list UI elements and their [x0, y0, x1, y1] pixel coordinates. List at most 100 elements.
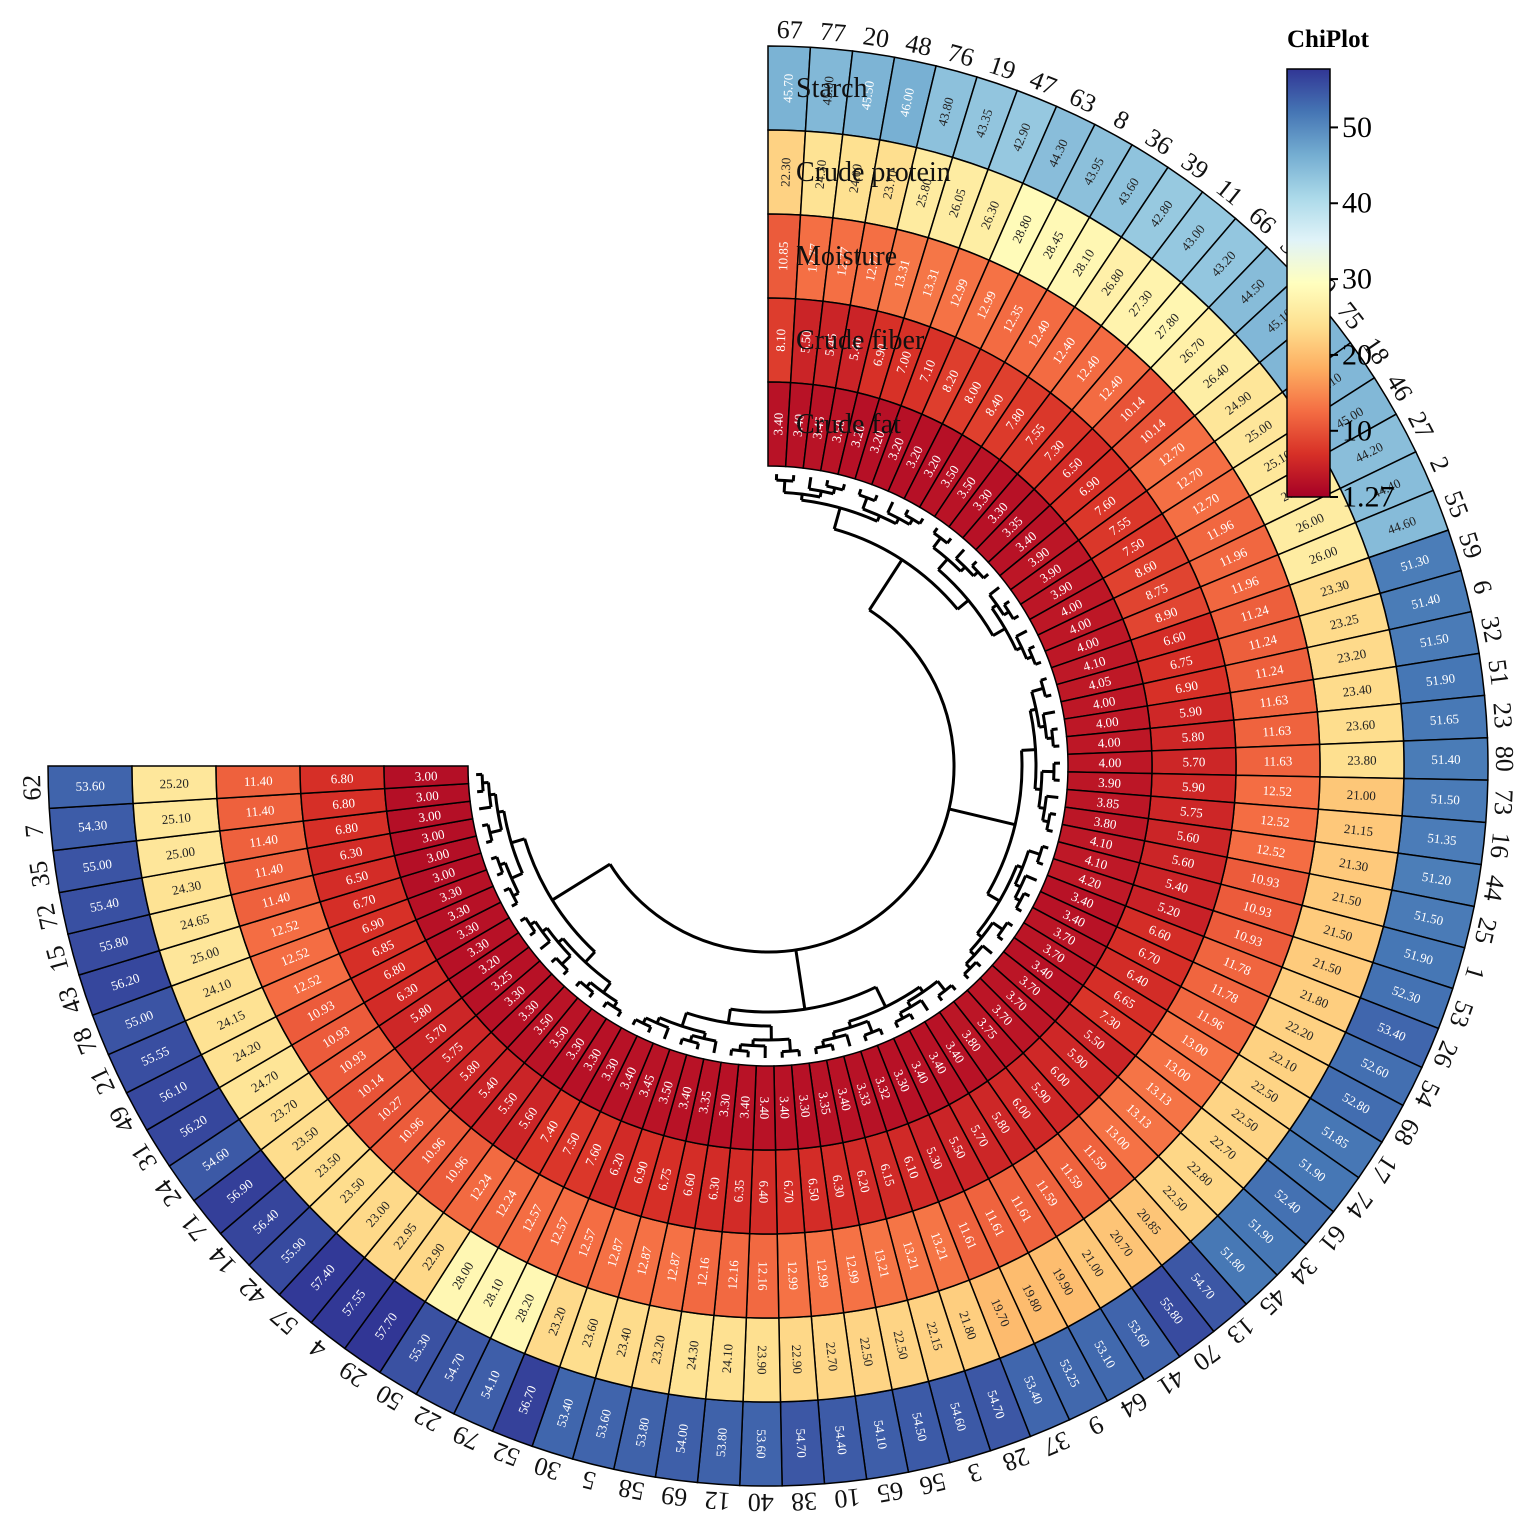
dendrogram-branch — [906, 979, 947, 1008]
dendrogram-branch — [780, 1048, 801, 1058]
dendrogram-branch — [774, 474, 796, 483]
dendrogram-branch — [641, 1016, 670, 1040]
cell-value-label: 23.40 — [1342, 681, 1373, 700]
cell-value-label: 12.87 — [633, 1244, 655, 1277]
dendrogram-trunk — [948, 807, 1016, 827]
cell-value-label: 5.20 — [1156, 899, 1182, 921]
cell-value-label: 12.99 — [843, 1253, 863, 1284]
cell-value-label: 53.60 — [592, 1408, 614, 1440]
cell-value-label: 3.33 — [854, 1081, 875, 1107]
cell-value-label: 51.40 — [1431, 752, 1460, 767]
sample-label: 30 — [531, 1451, 564, 1486]
cell-value-label: 6.50 — [344, 867, 370, 887]
sample-label: 62 — [17, 774, 47, 801]
dendrogram-branch — [1039, 677, 1052, 698]
sample-label: 8 — [1109, 104, 1134, 136]
track-ring: 8.10 5.50 5.45 5.40 6.90 7.00 7.10 8.208.008.40… — [299, 297, 1237, 1235]
dendrogram-branch — [1050, 727, 1060, 748]
cell-value-label: 6.90 — [1174, 678, 1199, 697]
cell-value-label: 3.40 — [675, 1085, 695, 1111]
cell-value-label: 6.15 — [877, 1162, 898, 1188]
heatmap-cells: 45.70 45.00 45.50 46.00 43.80 43.35 42.90 44.30… — [47, 45, 1489, 1487]
cell-value-label: 5.40 — [846, 336, 865, 361]
cell-value-label: 11.63 — [1264, 753, 1293, 768]
dendrogram-branch — [932, 537, 967, 573]
cell-value-label: 3.85 — [1096, 794, 1120, 811]
cell-value-label: 53.60 — [75, 778, 105, 794]
cell-value-label: 55.40 — [89, 894, 121, 915]
cell-value-label: 3.30 — [796, 1094, 813, 1118]
dendrogram-branch — [1041, 794, 1059, 824]
sample-label: 1 — [1459, 963, 1490, 984]
cell-value-label: 3.50 — [655, 1079, 676, 1105]
track-label: Crude fat — [796, 409, 901, 440]
colorbar-tick-label: 50 — [1342, 111, 1372, 144]
dendrogram-branch — [679, 1037, 700, 1050]
track-labels: Starch Crude protein Moisture Crude fiber Cr… — [796, 73, 951, 440]
dendrogram-branch — [976, 864, 1023, 939]
cell-value-label: 21.50 — [1331, 888, 1363, 909]
cell-value-label: 43.80 — [935, 96, 957, 128]
dendrogram-trunk — [794, 949, 807, 1010]
track-ring: 10.85 12.77 12.77 12.77 13.31 13.31 12.99 12.99… — [215, 213, 1321, 1319]
colorbar-tick-label: 1.27 — [1342, 481, 1395, 514]
cell-value-label: 25.10 — [161, 810, 191, 828]
dendrogram-branch — [519, 916, 537, 937]
cell-value-label: 45.00 — [819, 75, 837, 105]
cell-value-label: 6.80 — [331, 771, 354, 787]
cell-value-label: 25.20 — [159, 776, 189, 792]
sample-label: 9 — [1084, 1410, 1109, 1442]
sample-label: 44 — [1478, 873, 1511, 903]
cell-value-label: 11.40 — [253, 860, 284, 881]
cell-value-label: 4.10 — [1081, 653, 1107, 674]
cell-value-label: 6.35 — [730, 1179, 747, 1203]
dendrogram-branch — [529, 920, 551, 951]
cell-value-label: 12.16 — [694, 1256, 713, 1287]
dendrogram-branch — [799, 493, 882, 523]
cell-value-label: 12.77 — [804, 242, 822, 273]
dendrogram-branch — [738, 1043, 767, 1059]
track-ring: 45.70 45.00 45.50 46.00 43.80 43.35 42.90 44.30… — [47, 45, 1489, 1487]
cell-value-label: 12.16 — [755, 1261, 770, 1291]
cell-value-label: 55.00 — [82, 856, 113, 875]
cell-value-label: 6.70 — [781, 1180, 797, 1203]
cell-value-label: 5.75 — [1179, 803, 1203, 820]
cell-value-label: 53.60 — [754, 1429, 769, 1458]
cell-value-label: 6.30 — [338, 844, 363, 863]
cell-value-label: 6.60 — [680, 1172, 699, 1197]
dendrogram-branch — [503, 886, 519, 908]
sample-label: 67 — [776, 15, 803, 45]
sample-label: 73 — [1488, 788, 1518, 815]
cell-value-label: 54.50 — [909, 1411, 930, 1443]
dendrogram-branch — [807, 476, 837, 496]
cell-value-label: 3.40 — [790, 413, 807, 437]
cell-value-label: 3.40 — [770, 413, 786, 436]
cell-value-label: 3.35 — [695, 1089, 714, 1114]
sample-label: 6 — [1467, 577, 1498, 597]
dendrogram-branch — [1035, 844, 1049, 866]
sample-label: 76 — [945, 38, 978, 73]
cell-value-label: 54.30 — [77, 817, 107, 835]
cell-value-label: 51.90 — [1425, 670, 1456, 689]
cell-value-label: 5.50 — [797, 330, 814, 354]
sample-label: 72 — [30, 901, 64, 932]
cell-value-label: 6.75 — [1168, 652, 1194, 672]
dendrogram-branch — [847, 985, 925, 1028]
cell-value-label: 23.20 — [1336, 646, 1368, 666]
sample-label: 19 — [986, 50, 1020, 86]
cell-value-label: 3.20 — [866, 429, 887, 455]
cell-value-label: 6.20 — [854, 1168, 874, 1194]
dendrogram-branch — [898, 999, 930, 1019]
cell-value-label: 6.30 — [705, 1176, 723, 1200]
cell-value-label: 6.90 — [630, 1159, 651, 1185]
colorbar-tick-label: 10 — [1342, 414, 1372, 447]
sample-label: 77 — [819, 17, 847, 48]
cell-value-label: 5.70 — [1183, 754, 1206, 769]
dendrogram-branch — [1027, 644, 1042, 666]
cell-value-label: 6.70 — [351, 891, 377, 912]
cell-value-label: 23.70 — [879, 169, 900, 201]
cell-value-label: 12.52 — [1262, 783, 1292, 799]
cell-value-label: 4.00 — [1099, 755, 1122, 770]
cell-value-label: 3.90 — [1098, 775, 1121, 791]
